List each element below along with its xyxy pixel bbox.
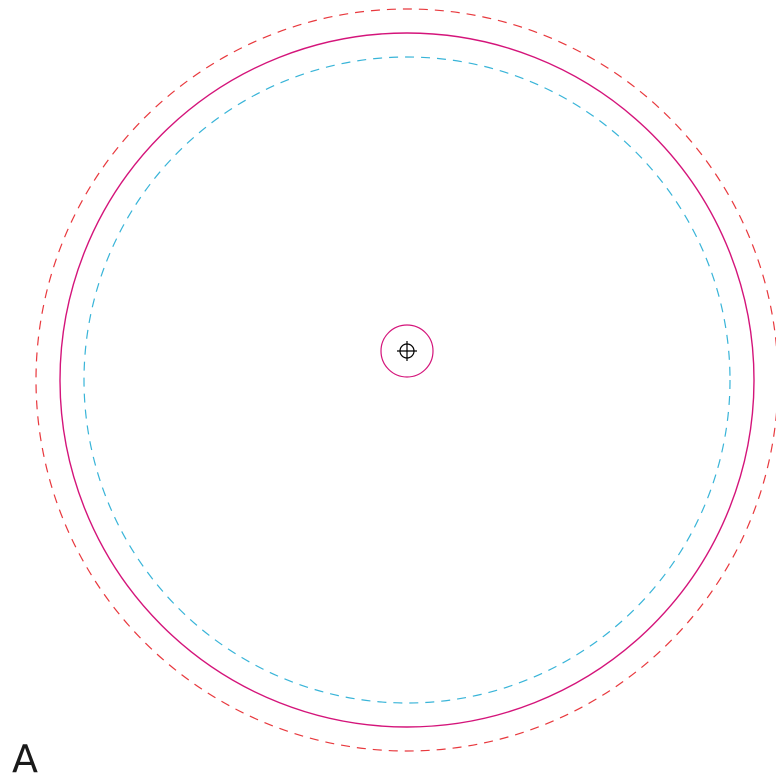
safe-area-circle: [83, 56, 731, 704]
page-label: A: [12, 737, 38, 781]
registration-crosshair-icon: [397, 341, 417, 361]
spindle-hole-circle: [380, 324, 434, 378]
bleed-line-circle: [35, 8, 776, 752]
trim-line-circle: [59, 32, 755, 728]
